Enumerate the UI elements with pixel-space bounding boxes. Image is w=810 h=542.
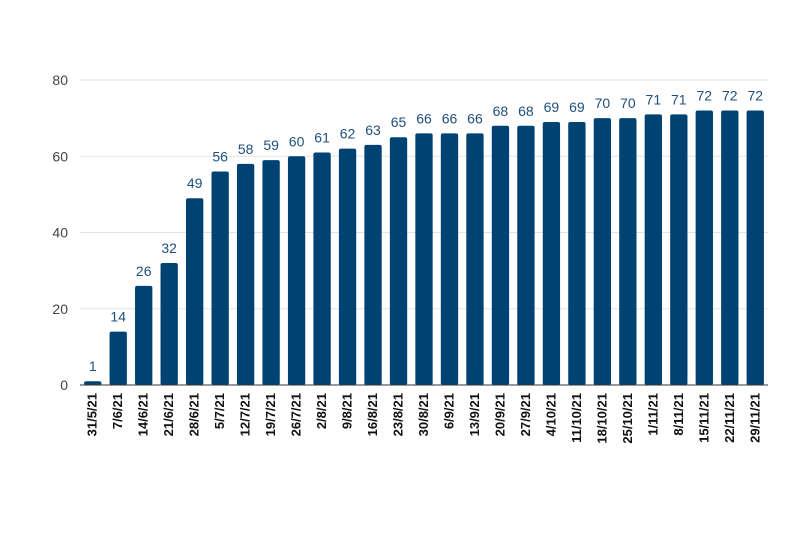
bar (746, 110, 764, 385)
y-tick-label: 60 (52, 148, 68, 164)
bar (670, 114, 688, 385)
x-tick-label: 15/11/21 (696, 393, 711, 443)
bar (695, 110, 713, 385)
data-label: 49 (187, 175, 203, 191)
bar (542, 121, 561, 385)
y-tick-label: 40 (52, 225, 68, 241)
x-tick-label: 22/11/21 (722, 393, 737, 443)
data-label: 56 (212, 149, 228, 165)
x-tick-label: 26/7/21 (289, 393, 304, 436)
bar (236, 163, 255, 385)
x-tick-label: 5/7/21 (212, 393, 227, 429)
x-tick-label: 23/8/21 (391, 393, 406, 436)
data-label: 71 (671, 91, 687, 107)
data-label: 72 (722, 88, 738, 104)
data-label: 72 (747, 88, 763, 104)
data-label: 68 (493, 103, 509, 119)
data-label: 66 (442, 110, 458, 126)
bar (415, 133, 433, 385)
y-tick-label: 80 (52, 72, 68, 88)
data-label: 70 (620, 95, 636, 111)
bar (440, 133, 459, 385)
x-tick-label: 19/7/21 (263, 393, 278, 436)
x-tick-label: 2/8/21 (314, 393, 329, 429)
x-tick-label: 1/11/21 (645, 393, 660, 436)
bar (84, 381, 102, 385)
x-tick-label: 4/10/21 (543, 393, 558, 436)
x-tick-label: 21/6/21 (161, 393, 176, 436)
bar (619, 118, 637, 385)
bar (313, 152, 331, 385)
x-tick-label: 16/8/21 (365, 393, 380, 436)
data-labels: 1 14 26 32 49 56 58 59 60 61 62 63 65 66 66 66 68 68 69 69 7… (89, 88, 763, 375)
y-tick-label: 0 (60, 377, 68, 393)
x-tick-label: 9/8/21 (340, 393, 355, 429)
x-tick-label: 31/5/21 (85, 393, 100, 436)
data-label: 14 (110, 309, 126, 325)
data-label: 65 (391, 114, 407, 130)
data-label: 71 (646, 91, 662, 107)
x-tick-label: 11/10/21 (569, 393, 584, 443)
data-label: 32 (161, 240, 177, 256)
x-tick-label: 6/9/21 (441, 393, 456, 429)
data-label: 68 (518, 103, 534, 119)
x-tick-label: 14/6/21 (136, 393, 151, 436)
x-tick-label: 25/10/21 (620, 393, 635, 444)
bar (186, 198, 204, 385)
x-tick-label: 18/10/21 (594, 393, 609, 444)
x-axis-ticks: 31/5/21 7/6/21 14/6/21 21/6/21 28/6/21 5/7/21… (85, 393, 763, 444)
data-label: 26 (136, 263, 152, 279)
bar (287, 156, 306, 385)
data-label: 66 (416, 110, 432, 126)
bar (262, 160, 280, 385)
data-label: 58 (238, 141, 254, 157)
data-label: 61 (314, 129, 330, 145)
bar (364, 144, 382, 385)
data-label: 62 (340, 126, 356, 142)
bar (568, 121, 586, 385)
bar (491, 125, 510, 385)
x-tick-label: 12/7/21 (238, 393, 253, 436)
y-tick-label: 20 (52, 301, 68, 317)
data-label: 69 (544, 99, 560, 115)
data-label: 70 (595, 95, 611, 111)
bar (211, 171, 229, 385)
bar (644, 114, 662, 385)
x-tick-label: 13/9/21 (467, 393, 482, 436)
x-tick-label: 29/11/21 (747, 393, 762, 443)
bar (338, 148, 357, 385)
data-label: 66 (467, 110, 483, 126)
data-label: 72 (697, 88, 713, 104)
x-tick-label: 20/9/21 (492, 393, 507, 436)
bar (389, 137, 408, 385)
y-axis-ticks: 0 20 40 60 80 (52, 72, 68, 393)
bar (593, 118, 612, 385)
bar (721, 110, 739, 385)
data-label: 63 (365, 122, 381, 138)
bar (109, 331, 127, 385)
bar (135, 285, 153, 385)
bar (517, 125, 535, 385)
x-tick-label: 8/11/21 (671, 393, 686, 436)
x-tick-label: 28/6/21 (187, 393, 202, 436)
data-label: 59 (263, 137, 279, 153)
bar (160, 263, 178, 385)
x-tick-label: 7/6/21 (110, 393, 125, 429)
x-tick-label: 30/8/21 (416, 393, 431, 436)
data-label: 69 (569, 99, 585, 115)
x-tick-label: 27/9/21 (518, 393, 533, 436)
bars (84, 110, 764, 385)
bar (466, 133, 484, 385)
data-label: 1 (89, 358, 97, 374)
data-label: 60 (289, 133, 305, 149)
